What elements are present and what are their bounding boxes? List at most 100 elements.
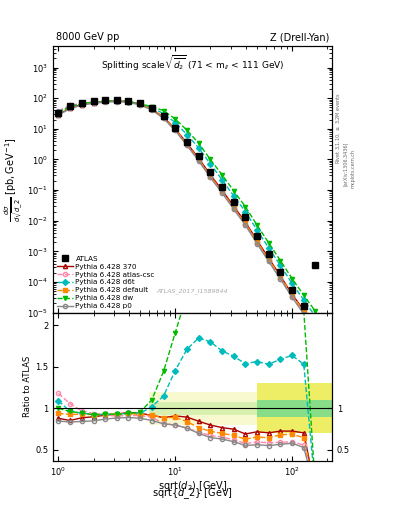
Pythia 6.428 dw (278, 258, 283, 264)
Pythia 6.428 default (278, 273, 283, 280)
Text: 8000 GeV pp: 8000 GeV pp (56, 32, 119, 42)
Pythia 6.428 dw (138, 101, 143, 107)
Pythia 6.428 370 (220, 187, 224, 193)
Pythia 6.428 d6t (255, 227, 259, 233)
Pythia 6.428 370 (278, 273, 283, 279)
ATLAS (255, 233, 259, 239)
Pythia 6.428 p0 (138, 102, 143, 108)
Pythia 6.428 dw (290, 275, 294, 282)
Pythia 6.428 atlas-csc (114, 98, 119, 104)
Pythia 6.428 370 (68, 105, 72, 111)
Pythia 6.428 default (68, 104, 72, 110)
Text: mcplots.cern.ch: mcplots.cern.ch (351, 150, 356, 188)
Pythia 6.428 p0 (68, 105, 72, 112)
Pythia 6.428 atlas-csc (126, 99, 131, 105)
Pythia 6.428 dw (243, 203, 248, 209)
ATLAS (79, 100, 84, 106)
Pythia 6.428 d6t (301, 297, 306, 303)
ATLAS (126, 98, 131, 104)
Line: Pythia 6.428 atlas-csc: Pythia 6.428 atlas-csc (56, 99, 318, 332)
Pythia 6.428 dw (56, 110, 61, 116)
Pythia 6.428 default (290, 292, 294, 298)
Pythia 6.428 370 (255, 237, 259, 243)
Pythia 6.428 d6t (208, 161, 213, 167)
Pythia 6.428 p0 (196, 158, 201, 164)
Pythia 6.428 370 (196, 155, 201, 161)
ATLAS (196, 153, 201, 159)
Pythia 6.428 atlas-csc (208, 174, 213, 180)
Pythia 6.428 370 (56, 112, 61, 118)
Pythia 6.428 default (196, 156, 201, 162)
Pythia 6.428 default (126, 98, 131, 104)
Y-axis label: Ratio to ATLAS: Ratio to ATLAS (23, 356, 32, 417)
Pythia 6.428 p0 (79, 102, 84, 108)
Pythia 6.428 p0 (114, 98, 119, 104)
Pythia 6.428 default (149, 106, 154, 112)
Pythia 6.428 d6t (161, 111, 166, 117)
Pythia 6.428 dw (91, 99, 96, 105)
Pythia 6.428 p0 (173, 127, 178, 134)
ATLAS (103, 97, 107, 103)
ATLAS (301, 303, 306, 309)
Pythia 6.428 p0 (231, 206, 236, 212)
Pythia 6.428 d6t (231, 193, 236, 199)
Line: Pythia 6.428 dw: Pythia 6.428 dw (56, 99, 318, 313)
Pythia 6.428 atlas-csc (138, 101, 143, 108)
Pythia 6.428 dw (255, 222, 259, 228)
Pythia 6.428 dw (220, 172, 224, 178)
Pythia 6.428 d6t (313, 313, 318, 319)
Pythia 6.428 p0 (278, 276, 283, 282)
Pythia 6.428 p0 (255, 241, 259, 247)
Pythia 6.428 d6t (126, 98, 131, 104)
Pythia 6.428 atlas-csc (278, 275, 283, 282)
Pythia 6.428 370 (266, 255, 271, 261)
Pythia 6.428 370 (290, 291, 294, 297)
Pythia 6.428 atlas-csc (290, 294, 294, 300)
Pythia 6.428 atlas-csc (68, 102, 72, 109)
Pythia 6.428 atlas-csc (220, 189, 224, 196)
Pythia 6.428 dw (126, 98, 131, 104)
Pythia 6.428 d6t (56, 109, 61, 115)
Line: Pythia 6.428 default: Pythia 6.428 default (56, 99, 318, 330)
Pythia 6.428 default (185, 141, 189, 147)
Legend: ATLAS, Pythia 6.428 370, Pythia 6.428 atlas-csc, Pythia 6.428 d6t, Pythia 6.428 : ATLAS, Pythia 6.428 370, Pythia 6.428 at… (55, 254, 156, 310)
ATLAS (266, 250, 271, 257)
Pythia 6.428 p0 (290, 294, 294, 300)
Pythia 6.428 default (208, 173, 213, 179)
ATLAS (91, 98, 96, 104)
Pythia 6.428 370 (231, 203, 236, 209)
Pythia 6.428 dw (185, 127, 189, 133)
Pythia 6.428 default (114, 98, 119, 104)
Pythia 6.428 atlas-csc (231, 205, 236, 211)
Pythia 6.428 atlas-csc (56, 108, 61, 114)
Pythia 6.428 default (161, 114, 166, 120)
Pythia 6.428 d6t (196, 145, 201, 151)
Pythia 6.428 atlas-csc (91, 99, 96, 105)
Pythia 6.428 atlas-csc (313, 327, 318, 333)
Pythia 6.428 370 (208, 172, 213, 178)
Pythia 6.428 370 (301, 307, 306, 313)
Pythia 6.428 p0 (149, 107, 154, 113)
Pythia 6.428 d6t (114, 98, 119, 104)
Pythia 6.428 atlas-csc (149, 106, 154, 113)
Pythia 6.428 default (173, 126, 178, 132)
Pythia 6.428 d6t (266, 245, 271, 251)
Pythia 6.428 p0 (56, 112, 61, 118)
Pythia 6.428 atlas-csc (196, 157, 201, 163)
Pythia 6.428 370 (114, 98, 119, 104)
Text: sqrt{$d\_2$} [GeV]: sqrt{$d\_2$} [GeV] (152, 486, 233, 501)
Pythia 6.428 370 (126, 98, 131, 104)
Pythia 6.428 default (313, 325, 318, 331)
Line: Pythia 6.428 p0: Pythia 6.428 p0 (56, 99, 318, 333)
Pythia 6.428 default (79, 101, 84, 107)
Pythia 6.428 p0 (91, 100, 96, 106)
Pythia 6.428 d6t (278, 262, 283, 268)
Line: Pythia 6.428 d6t: Pythia 6.428 d6t (56, 99, 318, 318)
Pythia 6.428 atlas-csc (103, 98, 107, 104)
Pythia 6.428 p0 (208, 174, 213, 180)
Pythia 6.428 p0 (313, 328, 318, 334)
Pythia 6.428 default (266, 257, 271, 263)
Pythia 6.428 atlas-csc (301, 310, 306, 316)
Pythia 6.428 atlas-csc (255, 240, 259, 246)
ATLAS (313, 262, 318, 268)
